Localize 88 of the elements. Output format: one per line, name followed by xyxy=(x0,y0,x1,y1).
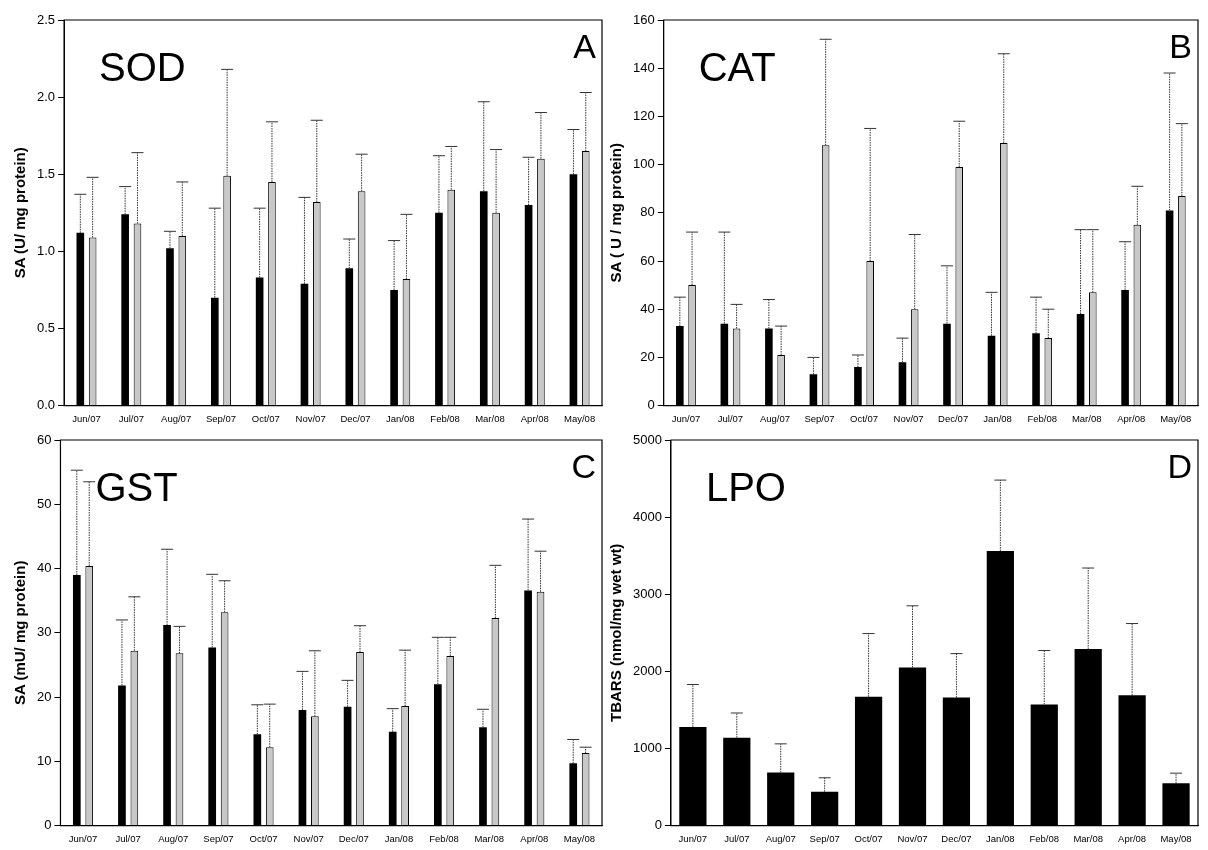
x-tick-label: Oct/07 xyxy=(251,412,280,424)
x-tick-label: Mar/08 xyxy=(1071,412,1102,424)
x-tick-label: Oct/07 xyxy=(850,412,879,424)
x-tick-label: Jan/08 xyxy=(386,412,415,424)
y-tick-label: 20 xyxy=(640,348,655,364)
y-tick-label: 140 xyxy=(632,59,655,75)
x-tick-label: Sep/07 xyxy=(203,832,234,844)
y-axis-title: TBARS (nmol/mg wet wt) xyxy=(607,543,625,722)
y-tick-label: 2.5 xyxy=(36,11,56,27)
y-tick-label: 0.5 xyxy=(36,320,56,336)
annotation: B xyxy=(1169,27,1192,66)
annotation: GST xyxy=(95,465,178,510)
x-tick-label: Sep/07 xyxy=(804,412,835,424)
x-tick-label: Jan/08 xyxy=(384,832,414,844)
y-tick-label: 50 xyxy=(36,495,52,511)
x-tick-label: Nov/07 xyxy=(893,412,924,424)
x-tick-label: Dec/07 xyxy=(938,412,969,424)
y-tick-label: 120 xyxy=(632,107,655,123)
x-tick-label: Aug/07 xyxy=(158,832,189,844)
x-tick-label: May/08 xyxy=(564,412,596,424)
y-tick-label: 0.0 xyxy=(36,397,56,413)
x-tick-label: Feb/08 xyxy=(430,412,460,424)
y-tick-label: 1000 xyxy=(633,740,662,756)
x-tick-label: Jun/07 xyxy=(678,832,708,844)
y-tick-label: 0 xyxy=(44,817,52,833)
x-tick-label: Aug/07 xyxy=(759,412,791,424)
x-tick-label: Mar/08 xyxy=(474,832,504,844)
x-tick-label: Nov/07 xyxy=(897,832,928,844)
y-tick-label: 40 xyxy=(640,300,655,316)
x-tick-label: Dec/07 xyxy=(340,412,371,424)
y-tick-label: 5000 xyxy=(633,431,662,447)
y-axis-title: SA ( U / mg protein) xyxy=(607,143,625,283)
y-tick-label: 0 xyxy=(654,817,662,833)
x-tick-label: Oct/07 xyxy=(854,832,883,844)
x-tick-label: Sep/07 xyxy=(809,832,840,844)
y-tick-label: 2000 xyxy=(633,662,662,678)
x-tick-label: Nov/07 xyxy=(295,412,326,424)
y-tick-label: 2.0 xyxy=(36,88,56,104)
x-tick-label: Feb/08 xyxy=(1027,412,1057,424)
y-tick-label: 80 xyxy=(640,204,655,220)
y-tick-label: 60 xyxy=(36,431,52,447)
y-tick-label: 60 xyxy=(640,252,655,268)
x-tick-label: Mar/08 xyxy=(475,412,505,424)
annotation: LPO xyxy=(705,465,786,510)
x-tick-label: Sep/07 xyxy=(205,412,237,424)
x-tick-label: Apr/08 xyxy=(520,412,549,424)
x-tick-label: May/08 xyxy=(1160,412,1192,424)
y-tick-label: 40 xyxy=(36,560,52,576)
y-tick-label: 4000 xyxy=(633,508,662,524)
annotation: CAT xyxy=(698,45,776,90)
annotation: D xyxy=(1167,447,1192,486)
x-tick-label: May/08 xyxy=(1160,832,1192,844)
x-tick-label: Apr/08 xyxy=(520,832,549,844)
x-tick-label: Jul/07 xyxy=(724,832,750,844)
annotation: SOD xyxy=(99,45,186,90)
x-tick-label: Apr/08 xyxy=(1118,832,1147,844)
x-tick-label: Mar/08 xyxy=(1073,832,1103,844)
y-tick-label: 10 xyxy=(36,752,52,768)
y-tick-label: 1.0 xyxy=(36,242,56,258)
x-tick-label: Jun/07 xyxy=(68,832,98,844)
x-tick-label: Dec/07 xyxy=(941,832,972,844)
x-tick-label: Jun/07 xyxy=(671,412,701,424)
x-tick-label: Nov/07 xyxy=(293,832,324,844)
y-tick-label: 3000 xyxy=(633,585,662,601)
x-tick-label: Oct/07 xyxy=(249,832,278,844)
annotation: A xyxy=(573,27,597,66)
y-tick-label: 1.5 xyxy=(36,165,56,181)
y-tick-label: 160 xyxy=(632,11,655,27)
x-tick-label: Jul/07 xyxy=(717,412,744,424)
x-tick-label: Jan/08 xyxy=(986,832,1015,844)
x-tick-label: Jul/07 xyxy=(115,832,141,844)
annotation: C xyxy=(571,447,596,486)
x-tick-label: May/08 xyxy=(563,832,596,844)
y-tick-label: 0 xyxy=(647,397,655,413)
y-tick-label: 20 xyxy=(36,688,52,704)
y-axis-title: SA (U/ mg protein) xyxy=(11,147,29,279)
y-tick-label: 30 xyxy=(36,624,52,640)
x-tick-label: Feb/08 xyxy=(429,832,459,844)
x-tick-label: Aug/07 xyxy=(765,832,796,844)
x-tick-label: Jul/07 xyxy=(118,412,144,424)
x-tick-label: Jun/07 xyxy=(72,412,101,424)
x-tick-label: Aug/07 xyxy=(161,412,192,424)
y-tick-label: 100 xyxy=(632,156,655,172)
y-axis-title: SA (mU/ mg protein) xyxy=(11,560,29,706)
x-tick-label: Apr/08 xyxy=(1117,412,1146,424)
x-tick-label: Jan/08 xyxy=(983,412,1012,424)
x-tick-label: Dec/07 xyxy=(338,832,369,844)
x-tick-label: Feb/08 xyxy=(1029,832,1060,844)
